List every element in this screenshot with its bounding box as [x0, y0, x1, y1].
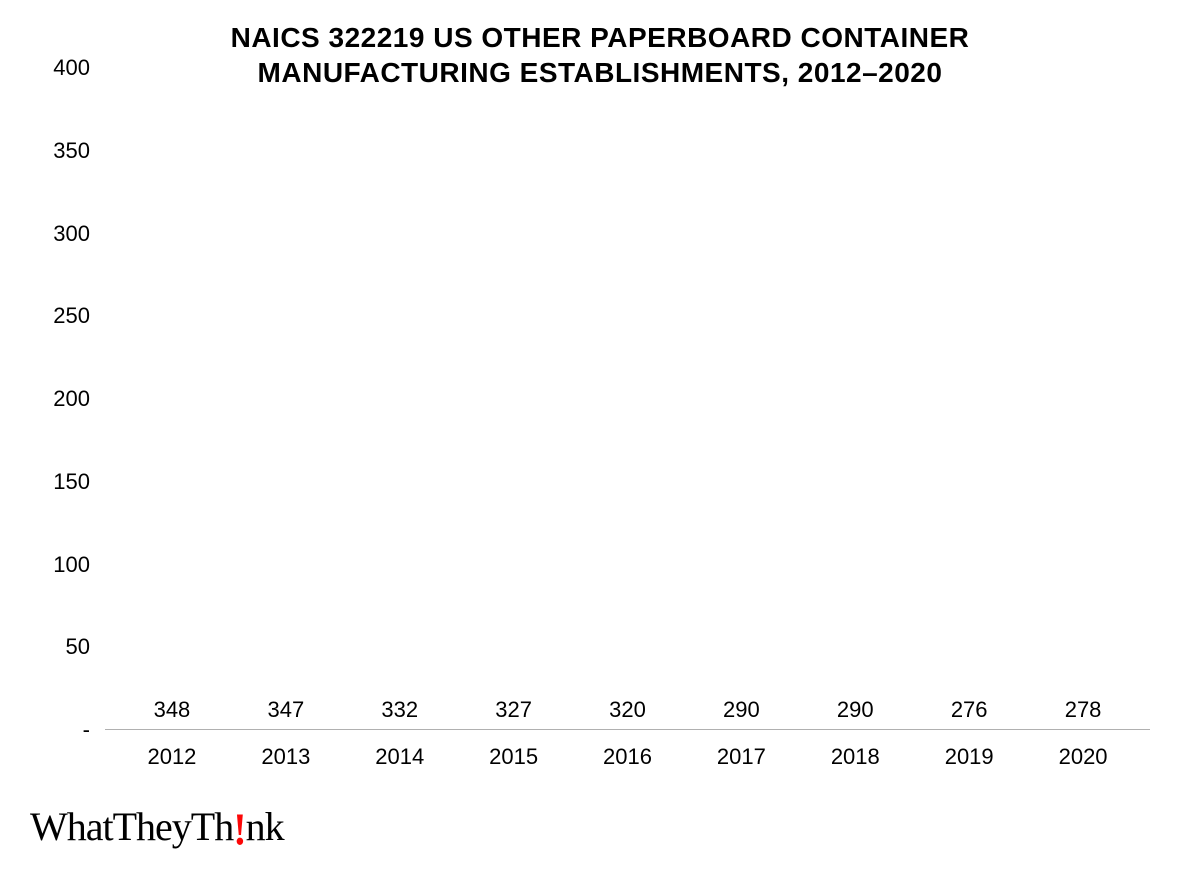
bar-value-label: 347 [267, 697, 304, 723]
y-tick-label: 400 [30, 55, 90, 81]
y-tick-label: 150 [30, 469, 90, 495]
y-axis: 40035030025020015010050- [30, 68, 100, 730]
x-tick-label: 2015 [463, 744, 565, 770]
x-tick-label: 2016 [577, 744, 679, 770]
bar-value-label: 327 [495, 697, 532, 723]
title-line-1: NAICS 322219 US OTHER PAPERBOARD CONTAIN… [231, 22, 970, 53]
x-tick-label: 2017 [690, 744, 792, 770]
bar-value-label: 290 [837, 697, 874, 723]
y-tick-label: 250 [30, 303, 90, 329]
x-tick-label: 2020 [1032, 744, 1134, 770]
bar-value-label: 276 [951, 697, 988, 723]
y-tick-label: 350 [30, 138, 90, 164]
x-axis: 2012 2013 2014 2015 2016 2017 2018 2019 2020 [105, 744, 1150, 770]
x-tick-label: 2014 [349, 744, 451, 770]
y-tick-label: 100 [30, 552, 90, 578]
plot-area: 348 347 332 327 320 290 290 276 278 [105, 68, 1150, 730]
y-tick-label: 200 [30, 386, 90, 412]
bar-value-label: 332 [381, 697, 418, 723]
logo-exclaim-icon: ! [233, 802, 245, 856]
bar-value-label: 278 [1065, 697, 1102, 723]
logo-text-before: WhatTheyTh [30, 803, 233, 850]
bar-value-label: 348 [154, 697, 191, 723]
logo-text-after: nk [246, 803, 284, 850]
bar-value-label: 290 [723, 697, 760, 723]
y-tick-label: - [83, 717, 90, 743]
y-tick-label: 50 [30, 634, 90, 660]
logo-whattheythink: WhatTheyTh!nk [30, 803, 284, 850]
bars-area: 348 347 332 327 320 290 290 276 278 [105, 68, 1150, 730]
x-tick-label: 2018 [804, 744, 906, 770]
x-tick-label: 2013 [235, 744, 337, 770]
bar-value-label: 320 [609, 697, 646, 723]
chart-container: NAICS 322219 US OTHER PAPERBOARD CONTAIN… [30, 20, 1170, 780]
y-tick-label: 300 [30, 221, 90, 247]
x-tick-label: 2019 [918, 744, 1020, 770]
x-tick-label: 2012 [121, 744, 223, 770]
